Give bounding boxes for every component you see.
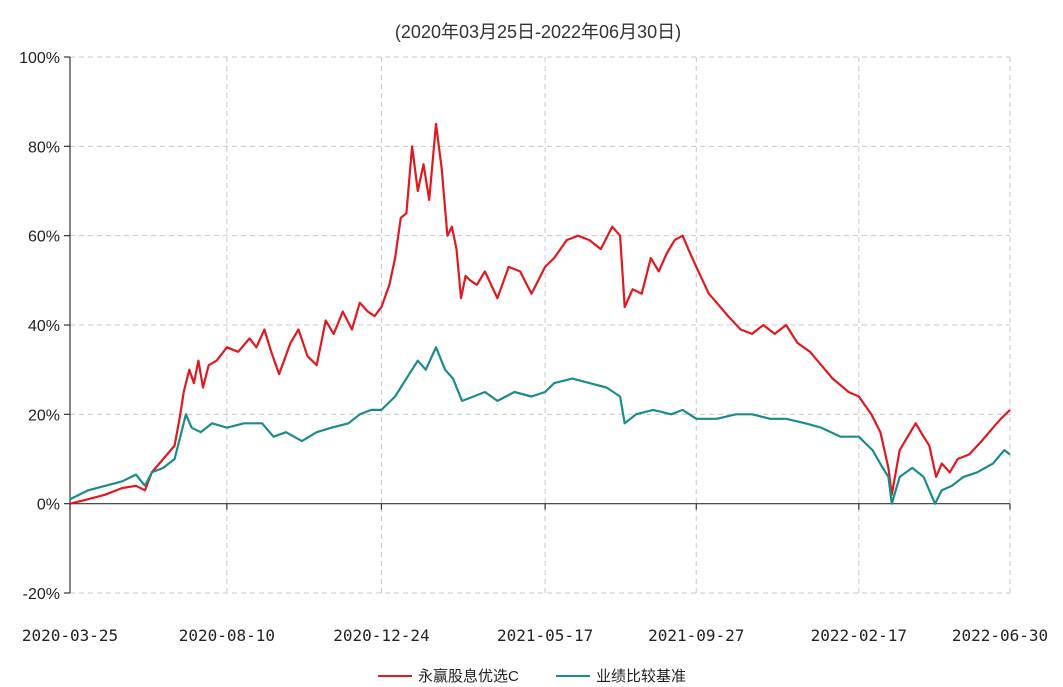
legend-label-benchmark: 业绩比较基准 [596,667,686,685]
x-tick-label: 2021-09-27 [648,626,744,645]
x-tick-label: 2020-03-25 [22,626,118,645]
x-axis-tick-labels: 2020-03-25 2020-08-10 2020-12-24 2021-05-17… [22,626,1048,645]
y-tick-label: 100% [19,50,60,67]
x-tick-label: 2020-08-10 [179,626,275,645]
y-tick-label: 80% [28,139,60,156]
x-tick-label: 2021-05-17 [497,626,593,645]
legend-label-fund: 永赢股息优选C [418,668,519,685]
series-line-fund [69,122,1011,505]
y-tick-label: -20% [23,586,60,603]
x-tick-label: 2022-06-30 [952,626,1048,645]
series-line-benchmark [69,346,1011,505]
chart-series [69,122,1011,505]
chart-grid [70,56,1011,594]
x-tick-label: 2020-12-24 [333,626,429,645]
y-tick-label: 40% [28,318,60,335]
y-tick-label: 60% [28,229,60,246]
chart-subtitle: (2020年03月25日-2022年06月30日) [395,22,681,42]
y-tick-label: 0% [37,497,60,514]
x-tick-label: 2022-02-17 [811,626,907,645]
y-tick-label: 20% [28,407,60,424]
y-axis-tick-labels: -20% 0% 20% 40% 60% 80% 100% [19,50,60,603]
chart-legend: 永赢股息优选C 业绩比较基准 [378,667,686,685]
